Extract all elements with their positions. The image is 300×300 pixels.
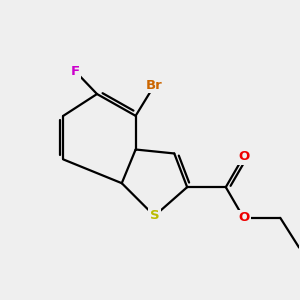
Text: S: S [150, 209, 159, 222]
Text: F: F [70, 65, 80, 78]
Text: Br: Br [146, 79, 163, 92]
Text: O: O [238, 150, 249, 163]
Text: O: O [238, 212, 249, 224]
